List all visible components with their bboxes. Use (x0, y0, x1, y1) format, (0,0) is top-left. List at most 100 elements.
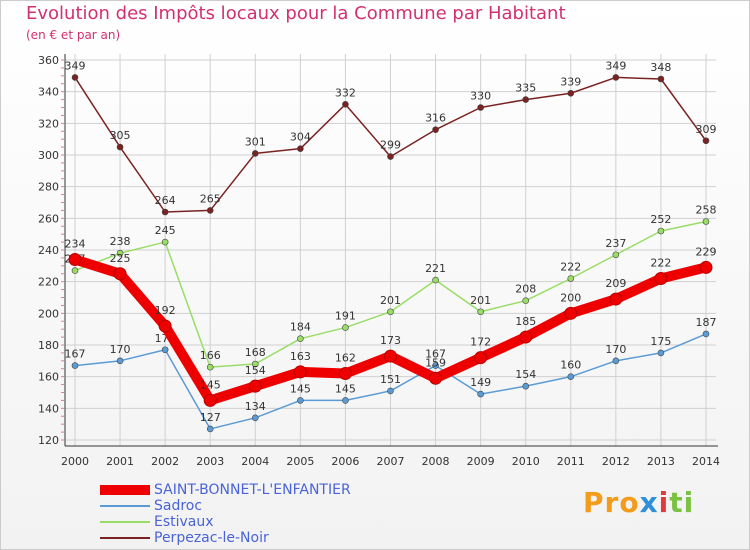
data-label: 208 (515, 283, 536, 296)
data-label: 299 (380, 139, 401, 152)
data-point (567, 275, 575, 282)
x-tick-label: 2003 (196, 455, 224, 468)
x-tick-label: 2007 (377, 455, 405, 468)
data-point (71, 74, 79, 81)
data-label: 154 (245, 364, 266, 377)
data-point (384, 349, 397, 363)
data-point (474, 351, 488, 365)
data-label: 339 (560, 75, 581, 88)
data-point (116, 143, 124, 151)
legend-swatch (100, 485, 150, 495)
data-point (567, 89, 575, 97)
data-label: 349 (605, 59, 626, 72)
chart-subtitle: (en € et par an) (26, 28, 121, 42)
data-point (477, 390, 484, 398)
y-tick-label: 260 (38, 212, 59, 225)
data-label: 168 (245, 346, 266, 359)
y-tick-label: 160 (38, 371, 59, 384)
data-label: 304 (290, 131, 311, 144)
data-label: 301 (245, 135, 266, 148)
data-label: 159 (425, 356, 446, 369)
data-label: 264 (155, 194, 176, 207)
x-tick-label: 2011 (557, 455, 585, 468)
data-point (429, 371, 443, 385)
y-tick-label: 220 (38, 276, 59, 289)
data-label: 187 (696, 316, 717, 329)
chart-title: Evolution des Impôts locaux pour la Comm… (26, 3, 566, 24)
data-point (522, 96, 530, 103)
legend-label: SAINT-BONNET-L'ENFANTIER (154, 482, 351, 498)
data-point (161, 238, 169, 246)
y-tick-label: 300 (38, 149, 59, 162)
data-point (612, 74, 620, 81)
data-label: 172 (470, 336, 491, 349)
logo-part-1: Pro (583, 486, 640, 519)
logo-part-4: ti (669, 486, 695, 519)
data-label: 234 (65, 238, 86, 251)
data-label: 237 (605, 237, 626, 250)
data-label: 245 (155, 224, 176, 237)
data-label: 330 (470, 90, 491, 103)
data-label: 265 (200, 192, 221, 205)
x-tick-label: 2008 (422, 455, 450, 468)
data-point (432, 126, 439, 133)
data-label: 229 (696, 245, 717, 258)
data-point (342, 397, 349, 404)
data-point (248, 379, 262, 393)
legend-item: Perpezac-le-Noir (100, 530, 351, 546)
data-point (113, 267, 127, 281)
data-label: 209 (605, 277, 626, 290)
data-label: 173 (380, 334, 401, 347)
data-point (206, 363, 214, 371)
data-point (702, 330, 710, 338)
y-tick-label: 340 (38, 86, 59, 99)
y-tick-label: 360 (38, 54, 59, 67)
legend-swatch (100, 505, 150, 507)
legend-item: Sadroc (100, 498, 351, 514)
data-point (342, 324, 349, 331)
data-point (702, 137, 710, 145)
data-label: 149 (470, 376, 491, 389)
x-tick-label: 2006 (331, 455, 359, 468)
data-label: 160 (560, 359, 581, 372)
data-label: 191 (335, 310, 356, 323)
legend-label: Estivaux (154, 514, 214, 530)
data-point (387, 308, 394, 316)
data-point (68, 253, 82, 266)
data-label: 332 (335, 86, 356, 99)
x-tick-label: 2005 (286, 455, 314, 468)
data-point (293, 365, 307, 379)
y-tick-label: 240 (38, 244, 59, 257)
chart-legend: SAINT-BONNET-L'ENFANTIER Sadroc Estivaux Pe… (100, 482, 351, 546)
data-point (297, 335, 304, 342)
data-point (654, 272, 668, 285)
data-point (297, 145, 304, 152)
x-tick-label: 2013 (647, 455, 675, 468)
data-label: 154 (515, 368, 536, 381)
data-point (251, 360, 259, 368)
proxiti-logo: Proxiti (583, 486, 694, 519)
data-point (699, 260, 713, 274)
data-label: 167 (425, 348, 446, 361)
x-tick-label: 2009 (467, 455, 495, 468)
legend-swatch (100, 537, 150, 539)
data-point (477, 308, 484, 316)
data-point (158, 319, 172, 333)
data-point (206, 425, 214, 433)
data-point (206, 207, 214, 214)
data-label: 145 (290, 382, 311, 395)
logo-part-2: x (639, 486, 659, 519)
data-label: 185 (515, 315, 536, 328)
data-point (203, 393, 217, 407)
x-tick-label: 2004 (241, 455, 269, 468)
data-label: 163 (290, 350, 311, 363)
data-point (387, 387, 394, 395)
x-tick-label: 2002 (151, 455, 179, 468)
y-tick-label: 200 (38, 307, 59, 320)
legend-swatch (100, 521, 150, 523)
logo-part-3: i (658, 486, 670, 519)
data-label: 309 (696, 123, 717, 136)
data-label: 192 (155, 304, 176, 317)
data-label: 170 (605, 343, 626, 356)
